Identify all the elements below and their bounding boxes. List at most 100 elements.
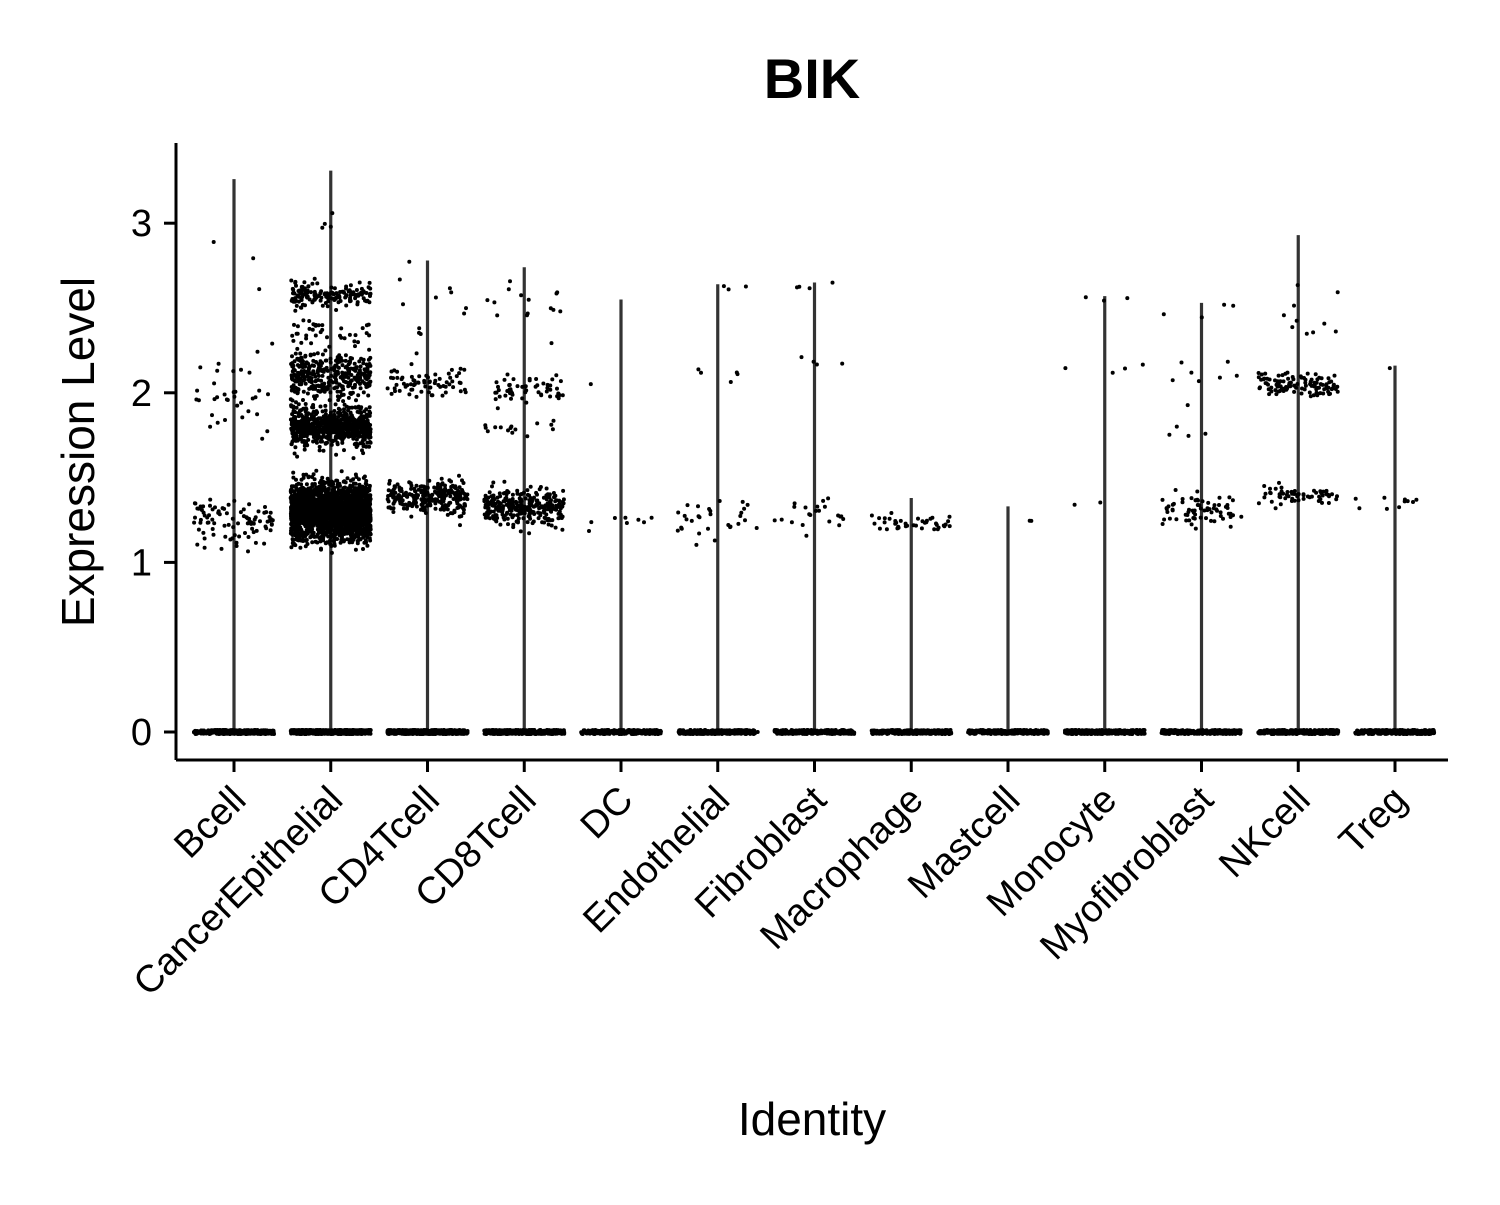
data-point: [291, 471, 295, 475]
data-point: [367, 358, 371, 362]
data-point: [197, 398, 201, 402]
data-point: [298, 291, 302, 295]
data-point: [231, 369, 235, 373]
data-point: [320, 226, 324, 230]
data-point: [344, 287, 348, 291]
data-point: [347, 396, 351, 400]
data-point: [368, 494, 372, 498]
data-point: [322, 425, 326, 429]
data-point: [293, 309, 297, 313]
data-point: [262, 542, 266, 546]
data-point: [268, 729, 272, 733]
data-point: [310, 540, 314, 544]
data-point: [333, 375, 337, 379]
data-point: [325, 335, 329, 339]
data-point: [309, 341, 313, 345]
data-point: [315, 281, 319, 285]
data-point: [294, 400, 298, 404]
data-point: [318, 512, 322, 516]
data-point: [356, 540, 360, 544]
data-point: [347, 503, 351, 507]
data-point: [322, 512, 326, 516]
data-point: [258, 519, 262, 523]
data-point: [360, 293, 364, 297]
data-point: [323, 430, 327, 434]
data-point: [227, 503, 231, 507]
data-point: [325, 422, 329, 426]
data-point: [291, 399, 295, 403]
data-point: [295, 347, 299, 351]
data-point: [195, 389, 199, 393]
data-point: [321, 353, 325, 357]
data-point: [292, 323, 296, 327]
data-point: [290, 440, 294, 444]
data-point: [361, 547, 365, 551]
data-point: [331, 503, 335, 507]
data-point: [319, 364, 323, 368]
data-point: [303, 448, 307, 452]
data-point: [231, 525, 235, 529]
data-point: [320, 328, 324, 332]
data-point: [210, 413, 214, 417]
data-point: [323, 349, 327, 353]
data-point: [223, 535, 227, 539]
data-point: [360, 487, 364, 491]
data-point: [290, 354, 294, 358]
data-point: [356, 340, 360, 344]
data-point: [321, 421, 325, 425]
category-group-bcell: [192, 179, 276, 736]
data-point: [269, 511, 273, 515]
data-point: [216, 421, 220, 425]
data-point: [362, 409, 366, 413]
data-point: [304, 422, 308, 426]
data-point: [361, 361, 365, 365]
data-point: [353, 385, 357, 389]
data-point: [300, 487, 304, 491]
data-point: [254, 515, 258, 519]
data-point: [257, 287, 261, 291]
data-point: [363, 299, 367, 303]
data-point: [254, 541, 258, 545]
data-point: [319, 539, 323, 543]
data-point: [291, 287, 295, 291]
data-point: [301, 365, 305, 369]
data-point: [303, 535, 307, 539]
data-point: [309, 386, 313, 390]
data-point: [347, 416, 351, 420]
data-point: [332, 532, 336, 536]
data-point: [295, 406, 299, 410]
data-point: [340, 422, 344, 426]
data-point: [330, 443, 334, 447]
data-point: [357, 527, 361, 531]
data-point: [322, 418, 326, 422]
data-point: [215, 395, 219, 399]
chart-title: BIK: [764, 47, 860, 110]
data-point: [334, 453, 338, 457]
data-point: [311, 425, 315, 429]
data-point: [332, 413, 336, 417]
data-point: [237, 535, 241, 539]
data-point: [205, 516, 209, 520]
data-point: [289, 279, 293, 283]
data-point: [342, 448, 346, 452]
data-point: [319, 440, 323, 444]
data-point: [293, 280, 297, 284]
data-point: [313, 488, 317, 492]
data-point: [315, 417, 319, 421]
data-point: [350, 406, 354, 410]
data-point: [208, 504, 212, 508]
data-point: [323, 404, 327, 408]
data-point: [246, 549, 250, 553]
data-point: [310, 282, 314, 286]
data-point: [297, 729, 301, 733]
data-point: [314, 379, 318, 383]
data-point: [228, 538, 232, 542]
data-point: [322, 382, 326, 386]
data-point: [337, 515, 341, 519]
data-point: [314, 360, 318, 364]
data-point: [313, 477, 317, 481]
data-point: [346, 384, 350, 388]
data-point: [308, 423, 312, 427]
data-point: [341, 399, 345, 403]
data-point: [310, 484, 314, 488]
